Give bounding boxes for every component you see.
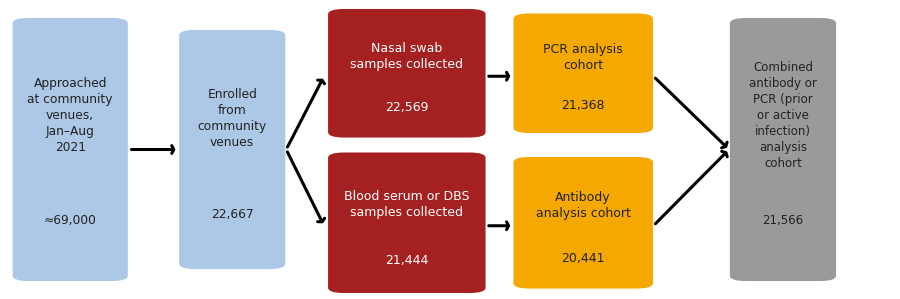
Text: 21,368: 21,368 (562, 99, 605, 112)
FancyBboxPatch shape (328, 9, 486, 138)
Text: 20,441: 20,441 (562, 252, 605, 265)
Text: Approached
at community
venues,
Jan–Aug
2021: Approached at community venues, Jan–Aug … (28, 77, 113, 154)
Text: 22,667: 22,667 (211, 208, 254, 221)
Text: Nasal swab
samples collected: Nasal swab samples collected (350, 42, 464, 71)
Text: Antibody
analysis cohort: Antibody analysis cohort (536, 191, 631, 220)
Text: Blood serum or DBS
samples collected: Blood serum or DBS samples collected (344, 190, 470, 219)
Text: Combined
antibody or
PCR (prior
or active
infection)
analysis
cohort: Combined antibody or PCR (prior or activ… (749, 61, 817, 170)
FancyBboxPatch shape (513, 157, 653, 289)
FancyBboxPatch shape (730, 18, 836, 281)
FancyBboxPatch shape (513, 13, 653, 133)
Text: Enrolled
from
community
venues: Enrolled from community venues (198, 88, 266, 149)
Text: PCR analysis
cohort: PCR analysis cohort (544, 43, 623, 72)
Text: 21,566: 21,566 (762, 214, 804, 227)
Text: ≈69,000: ≈69,000 (44, 214, 96, 227)
FancyBboxPatch shape (179, 30, 285, 269)
Text: 21,444: 21,444 (385, 254, 428, 267)
FancyBboxPatch shape (328, 152, 486, 293)
FancyBboxPatch shape (13, 18, 128, 281)
Text: 22,569: 22,569 (385, 101, 428, 115)
